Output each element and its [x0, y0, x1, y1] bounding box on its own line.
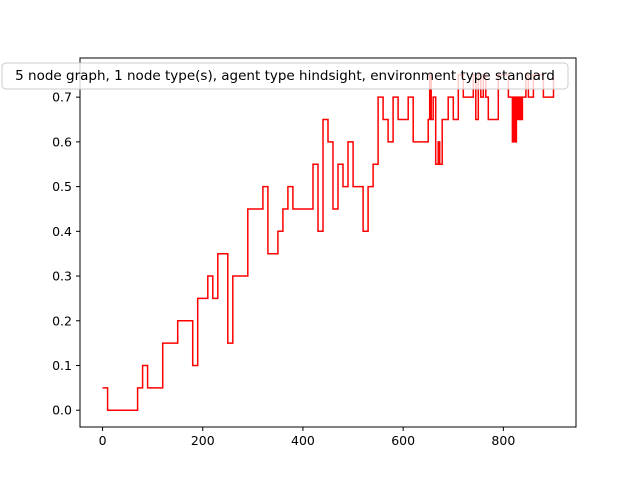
y-tick-label: 0.3: [52, 269, 72, 284]
y-axis-ticks: 0.0 0.1 0.2 0.3 0.4 0.5 0.6 0.7: [52, 90, 80, 418]
y-tick-label: 0.2: [52, 313, 72, 328]
x-tick-label: 400: [291, 433, 315, 448]
y-tick-label: 0.4: [52, 224, 72, 239]
y-tick-label: 0.5: [52, 179, 72, 194]
x-tick-label: 800: [491, 433, 515, 448]
y-tick-label: 0.6: [52, 134, 72, 149]
plot-area: [79, 57, 577, 428]
y-tick-label: 0.7: [52, 90, 72, 105]
y-tick-label: 0.0: [52, 403, 72, 418]
x-tick-label: 600: [391, 433, 415, 448]
chart-title: 5 node graph, 1 node type(s), agent type…: [15, 68, 555, 84]
x-tick-label: 0: [99, 433, 107, 448]
x-axis-ticks: 0 200 400 600 800: [99, 427, 515, 448]
series-line: [102, 74, 555, 411]
y-tick-label: 0.1: [52, 358, 72, 373]
x-tick-label: 200: [191, 433, 215, 448]
title-box: 5 node graph, 1 node type(s), agent type…: [1, 62, 569, 90]
